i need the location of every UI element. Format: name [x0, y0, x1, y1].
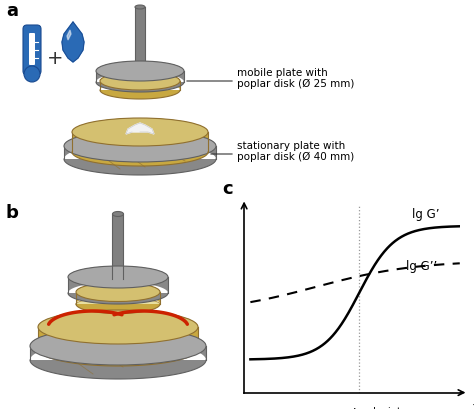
Polygon shape — [62, 23, 84, 63]
Ellipse shape — [38, 310, 198, 344]
Text: stationary plate with: stationary plate with — [237, 141, 345, 151]
FancyBboxPatch shape — [23, 26, 41, 76]
Text: poplar disk (Ø 25 mm): poplar disk (Ø 25 mm) — [237, 79, 355, 89]
Text: b: b — [6, 204, 19, 221]
Polygon shape — [96, 62, 184, 83]
Polygon shape — [100, 73, 180, 91]
Ellipse shape — [68, 266, 168, 288]
Ellipse shape — [64, 131, 216, 163]
Polygon shape — [30, 327, 206, 360]
Text: a: a — [6, 2, 18, 20]
Ellipse shape — [72, 119, 208, 147]
Polygon shape — [100, 91, 180, 100]
Text: mobile plate with: mobile plate with — [237, 68, 328, 78]
Text: lg G’: lg G’ — [412, 208, 440, 221]
Text: poplar disk (Ø 40 mm): poplar disk (Ø 40 mm) — [237, 151, 354, 162]
Ellipse shape — [96, 62, 184, 82]
Polygon shape — [30, 360, 206, 379]
Ellipse shape — [76, 283, 160, 302]
Polygon shape — [68, 266, 168, 293]
Polygon shape — [135, 8, 145, 72]
Polygon shape — [64, 131, 216, 160]
Polygon shape — [38, 310, 198, 349]
Polygon shape — [76, 283, 160, 304]
Ellipse shape — [135, 6, 145, 10]
Polygon shape — [64, 160, 216, 175]
Text: +: + — [47, 48, 63, 67]
FancyBboxPatch shape — [29, 34, 35, 66]
Polygon shape — [67, 31, 71, 41]
Polygon shape — [72, 119, 208, 153]
Text: gelpoint: gelpoint — [361, 406, 401, 409]
Polygon shape — [68, 293, 168, 304]
Polygon shape — [76, 304, 160, 314]
Polygon shape — [126, 124, 154, 135]
Polygon shape — [112, 214, 124, 279]
Text: t: t — [352, 406, 357, 409]
Polygon shape — [72, 153, 208, 166]
Ellipse shape — [30, 327, 206, 365]
Ellipse shape — [24, 67, 40, 83]
Ellipse shape — [100, 73, 180, 91]
Text: lg G’’: lg G’’ — [406, 260, 437, 273]
Text: c: c — [223, 180, 233, 198]
Polygon shape — [96, 83, 184, 93]
Polygon shape — [38, 349, 198, 366]
Ellipse shape — [112, 212, 124, 217]
Text: t: t — [472, 400, 474, 409]
Ellipse shape — [76, 298, 160, 310]
